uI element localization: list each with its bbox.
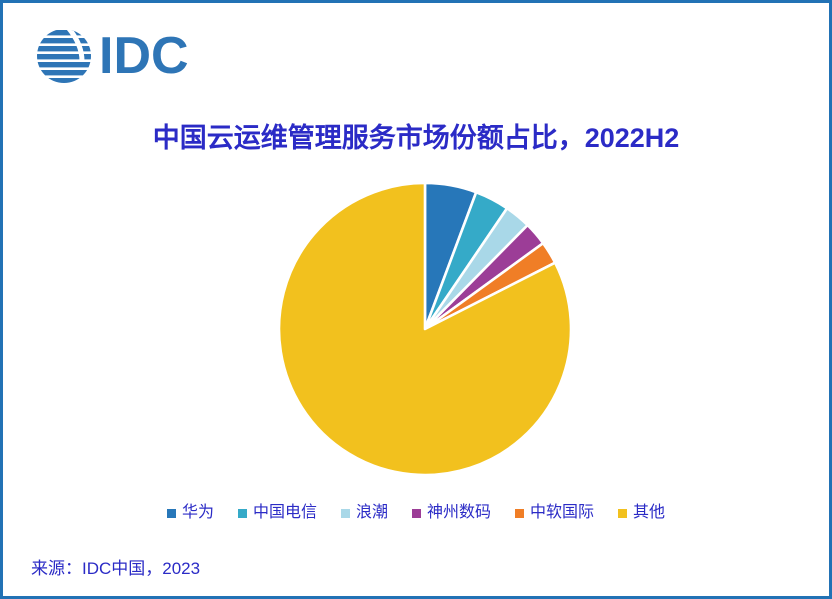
legend-item-神州数码: 神州数码 [412, 504, 491, 522]
source-note: 来源：IDC中国，2023 [31, 559, 201, 578]
legend-item-中国电信: 中国电信 [237, 504, 317, 522]
legend-label: 其他 [633, 504, 666, 521]
legend-label: 神州数码 [427, 504, 492, 521]
legend-swatch-icon [618, 508, 628, 518]
legend-item-中软国际: 中软国际 [515, 504, 594, 522]
legend-swatch-icon [412, 508, 421, 518]
legend-swatch-icon [515, 508, 525, 518]
idc-logo: IDC [35, 27, 189, 85]
idc-logo-text: IDC [99, 27, 189, 85]
pie-chart-svg [277, 181, 573, 477]
legend-swatch-icon [237, 508, 247, 518]
chart-title: 中国云运维管理服务市场份额占比，2022H2 [152, 123, 680, 153]
pie-slice-其他 [277, 181, 573, 477]
legend-item-华为: 华为 [166, 504, 214, 522]
legend-label: 中国电信 [252, 504, 317, 521]
legend-swatch-icon [166, 508, 176, 518]
legend-swatch-icon [340, 508, 350, 518]
legend-item-浪潮: 浪潮 [340, 504, 388, 522]
chart-legend: 华为 中国电信 浪潮 神州数码 中软国际 其他 [3, 504, 829, 522]
globe-icon [37, 29, 91, 83]
legend-item-其他: 其他 [618, 504, 665, 522]
legend-label: 华为 [181, 504, 214, 521]
pie-chart [275, 179, 575, 479]
legend-label: 浪潮 [355, 504, 388, 521]
legend-label: 中软国际 [530, 504, 595, 521]
